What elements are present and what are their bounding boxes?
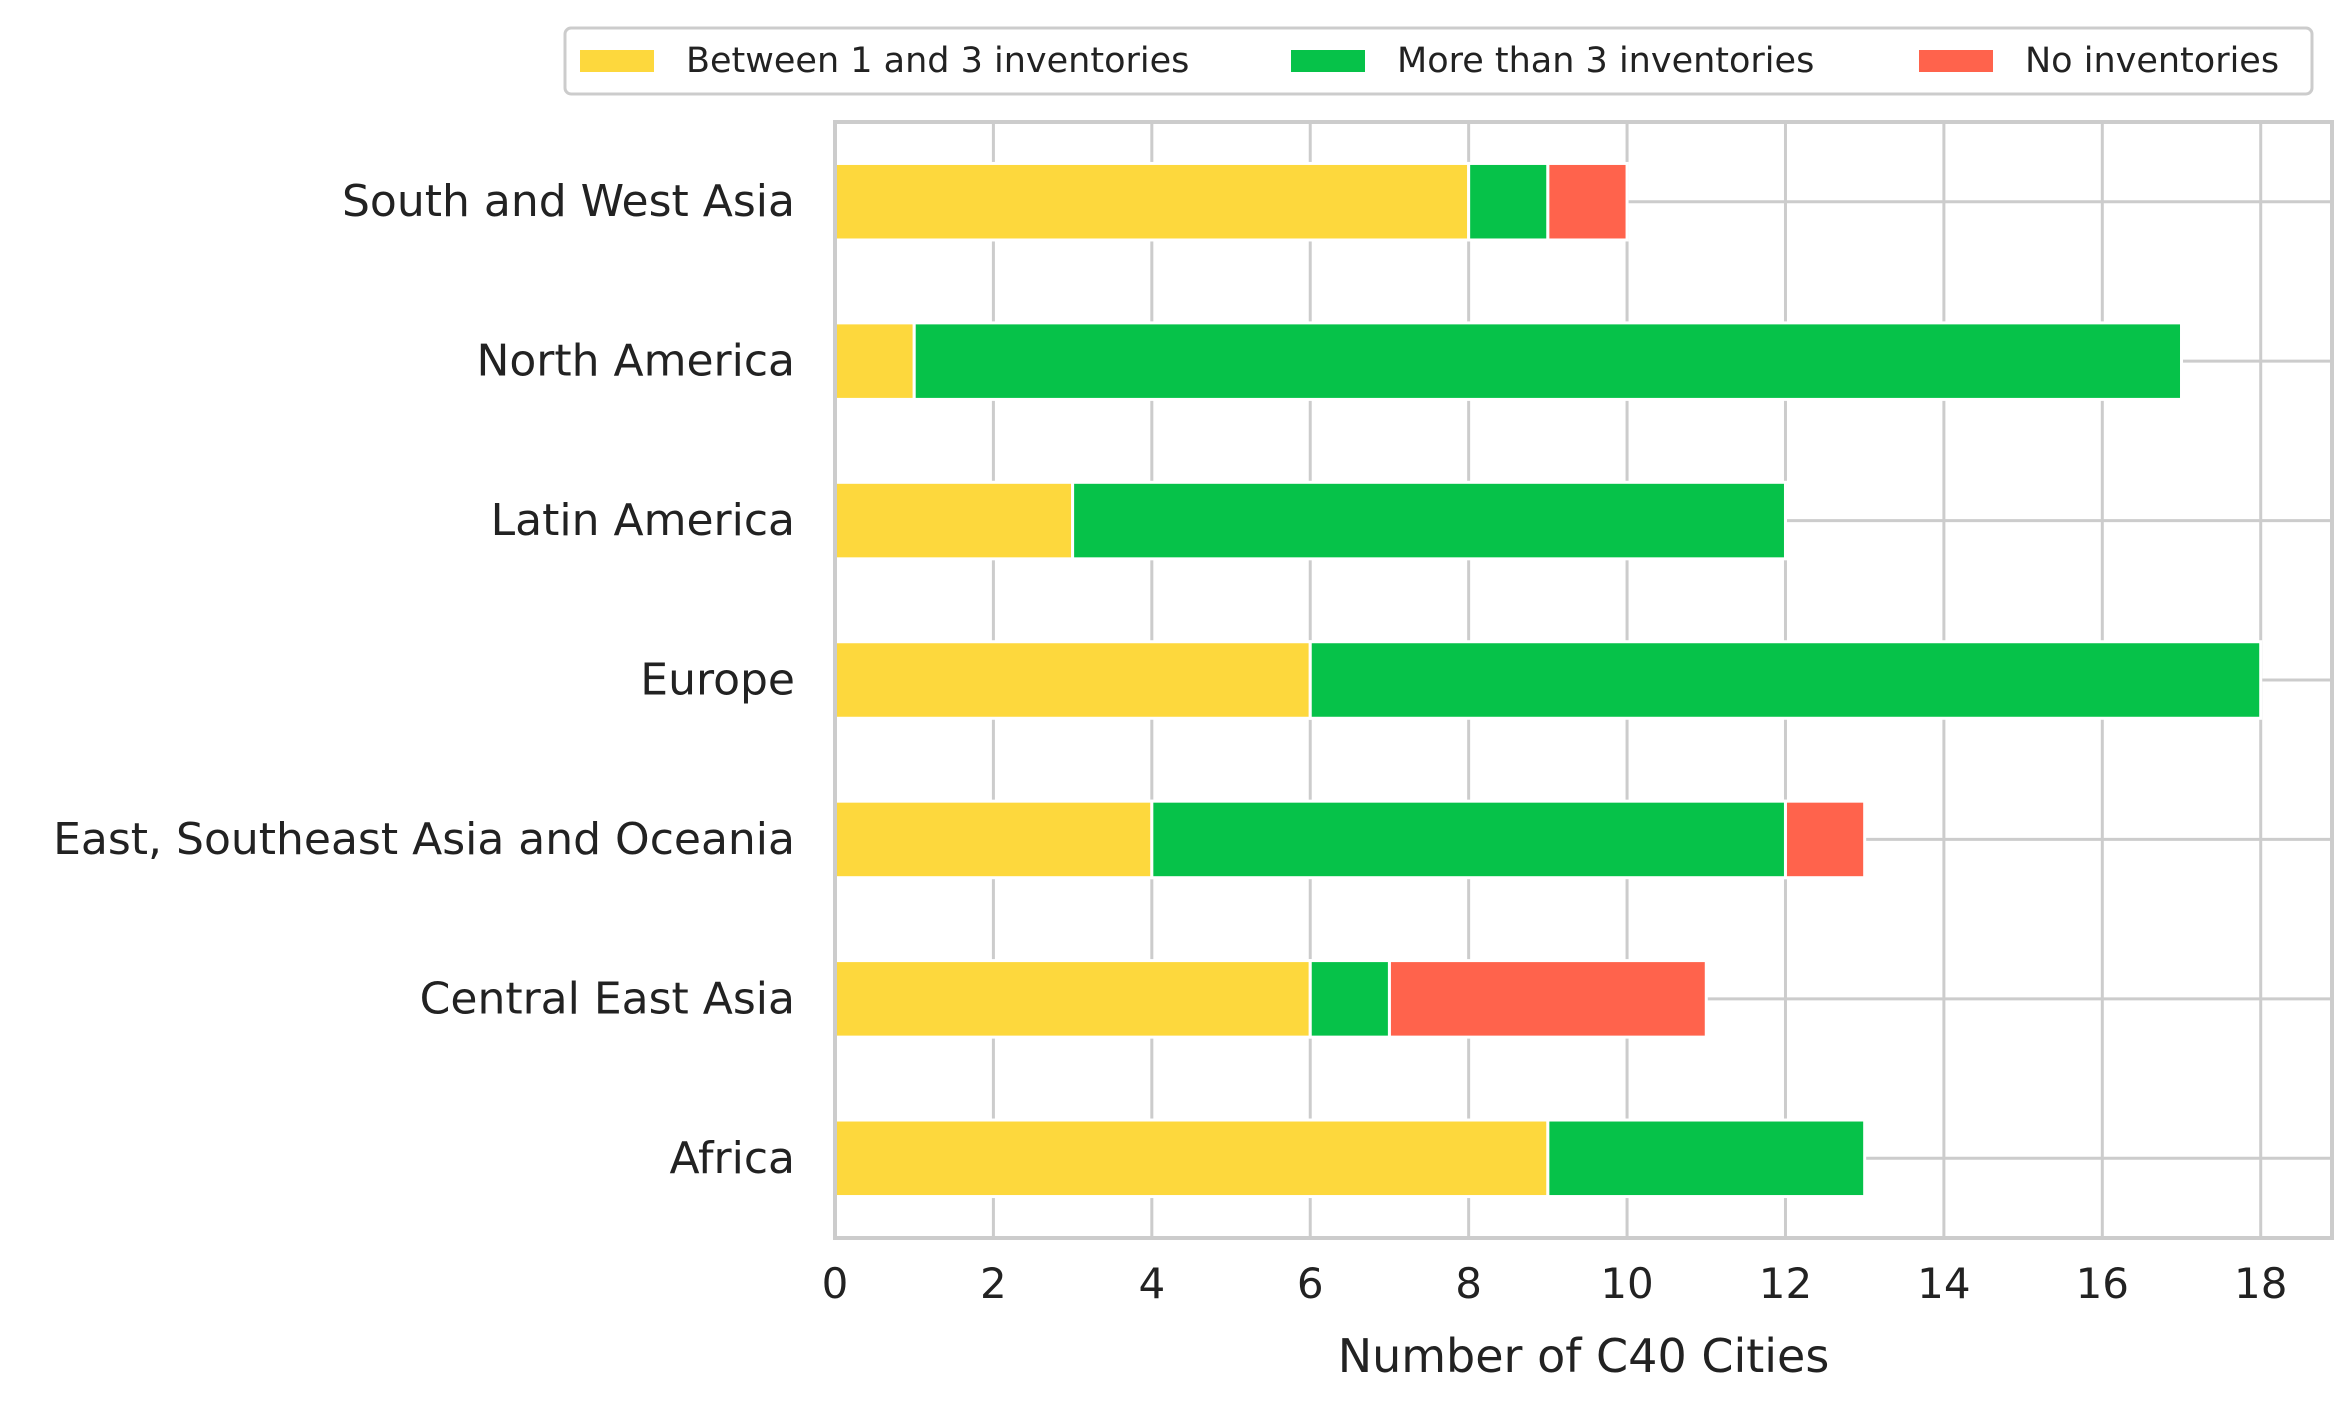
legend-swatch-between-1-and-3-inventories: [580, 50, 654, 72]
x-tick-label: 14: [1917, 1259, 1970, 1308]
category-labels: South and West Asia North America Latin Am…: [53, 176, 795, 1184]
x-tick-labels: 0 2 4 6 8 10 12 14 16 18: [822, 1259, 2288, 1308]
x-tick-label: 12: [1759, 1259, 1812, 1308]
category-label: Africa: [670, 1133, 796, 1184]
plot-frame: [833, 120, 2334, 1240]
legend: Between 1 and 3 inventories More than 3 i…: [563, 26, 2314, 96]
category-label: Latin America: [491, 495, 795, 546]
bar-africa-between-1-and-3-inventories: [833, 1118, 1550, 1199]
legend-entry-between-1-and-3-inventories: Between 1 and 3 inventories: [686, 41, 1189, 81]
legend-entry-no-inventories: No inventories: [2025, 41, 2279, 81]
bar-north-america-between-1-and-3-inventories: [833, 321, 916, 401]
bar-central-east-asia-more-than-3-inventories: [1308, 959, 1391, 1039]
x-tick-label: 6: [1297, 1259, 1324, 1308]
legend-box: [563, 26, 2314, 96]
x-tick-label: 0: [822, 1259, 849, 1308]
x-tick-label: 18: [2234, 1259, 2287, 1308]
bar-latin-america-more-than-3-inventories: [1071, 480, 1787, 561]
category-label: Europe: [640, 655, 795, 706]
legend-entry-more-than-3-inventories: More than 3 inventories: [1397, 41, 1814, 81]
bar-central-east-asia-no-inventories: [1387, 959, 1708, 1039]
bar-africa-more-than-3-inventories: [1546, 1118, 1867, 1199]
category-label: South and West Asia: [342, 176, 795, 227]
bars: [833, 161, 2263, 1199]
bar-europe-between-1-and-3-inventories: [833, 640, 1312, 720]
bar-north-america-more-than-3-inventories: [912, 321, 2184, 401]
category-label: East, Southeast Asia and Oceania: [53, 814, 795, 865]
bar-east-southeast-asia-and-oceania-between-1-and-3-inventories: [833, 799, 1154, 880]
bar-latin-america-between-1-and-3-inventories: [833, 480, 1075, 561]
x-tick-label: 4: [1138, 1259, 1165, 1308]
x-tick-label: 2: [980, 1259, 1007, 1308]
bar-east-southeast-asia-and-oceania-more-than-3-inventories: [1150, 799, 1787, 880]
legend-swatch-more-than-3-inventories: [1291, 50, 1365, 72]
bar-east-southeast-asia-and-oceania-no-inventories: [1783, 799, 1867, 880]
category-label: North America: [476, 336, 795, 387]
x-tick-label: 10: [1600, 1259, 1653, 1308]
x-axis-title: Number of C40 Cities: [1338, 1329, 1830, 1383]
bar-central-east-asia-between-1-and-3-inventories: [833, 959, 1312, 1039]
x-tick-label: 8: [1455, 1259, 1482, 1308]
legend-swatch-no-inventories: [1919, 50, 1993, 72]
x-tick-label: 16: [2076, 1259, 2129, 1308]
bar-south-and-west-asia-between-1-and-3-inventories: [833, 161, 1471, 242]
bar-south-and-west-asia-no-inventories: [1546, 161, 1629, 242]
bar-europe-more-than-3-inventories: [1308, 640, 2263, 720]
bar-south-and-west-asia-more-than-3-inventories: [1467, 161, 1550, 242]
category-label: Central East Asia: [420, 973, 795, 1024]
